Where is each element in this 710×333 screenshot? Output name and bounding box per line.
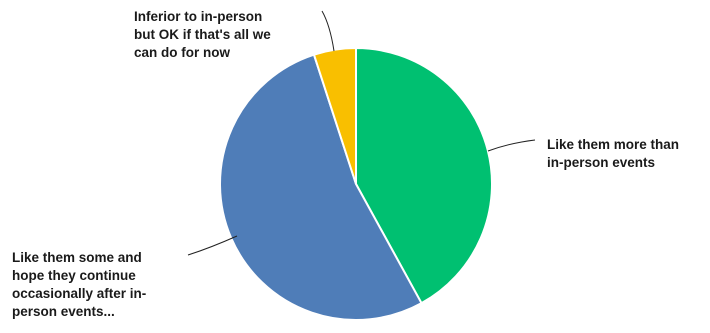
pie-slice-inferior [312,47,357,185]
leader-lines [187,10,536,256]
pie-slice-like-more [355,47,494,305]
slice-label-inferior: Inferior to in-person but OK if that's a… [134,9,271,60]
pie-slices [219,47,494,321]
leader-line-inferior [321,10,335,52]
slice-label-like-more: Like them more than in-person events [547,137,680,170]
leader-line-like-some [187,235,238,256]
leader-line-like-more [487,139,536,152]
slice-label-like-some: Like them some and hope they continue oc… [12,250,147,319]
